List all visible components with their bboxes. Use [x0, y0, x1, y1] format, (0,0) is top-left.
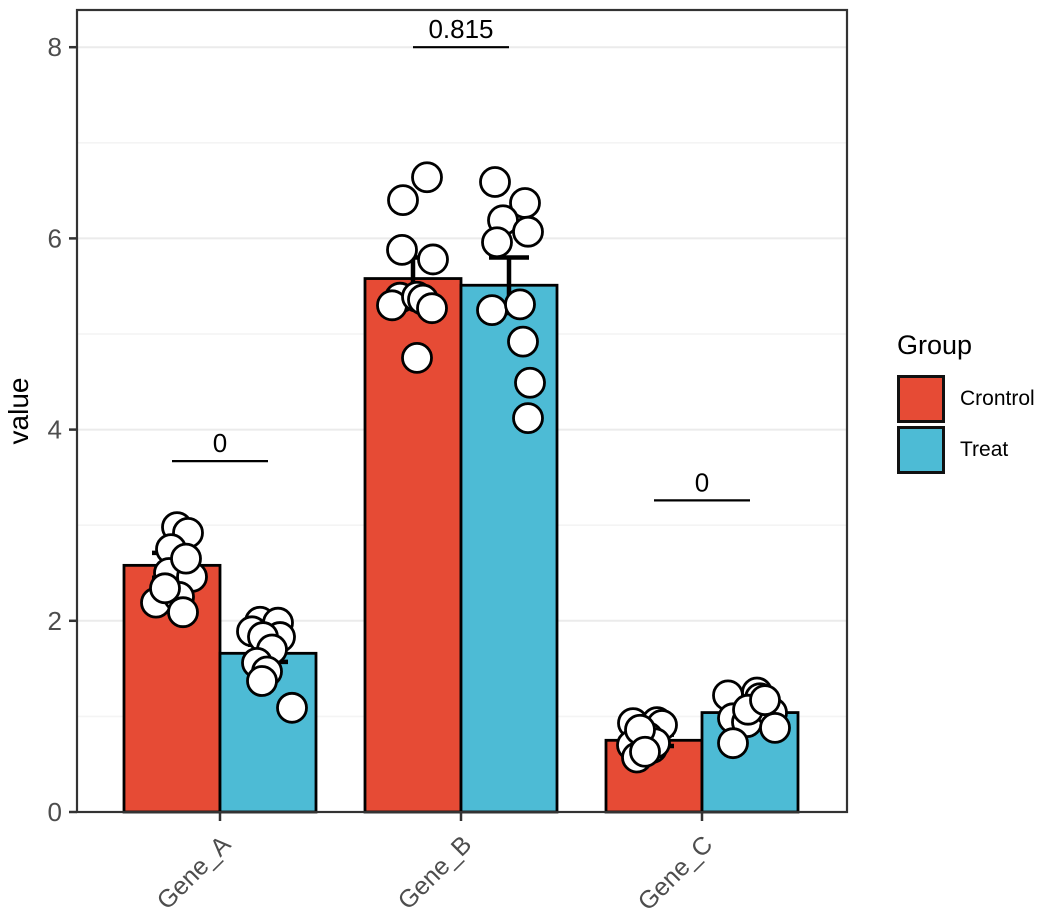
data-point [170, 542, 202, 575]
legend-swatch-crontrol-icon [897, 375, 945, 423]
data-point [417, 243, 449, 276]
y-tick-label-4: 4 [48, 415, 62, 445]
data-point [276, 691, 308, 724]
legend-label-treat: Treat [960, 438, 1009, 461]
legend-title: Group [897, 330, 973, 360]
x-tick-label-Gene_A: Gene_A [152, 830, 237, 915]
legend-swatch-treat-icon [897, 426, 945, 474]
panel-border [75, 8, 849, 814]
data-point [759, 711, 791, 744]
y-tick-label-2: 2 [48, 606, 62, 636]
data-point [149, 572, 181, 605]
data-point [401, 341, 433, 374]
data-point [749, 684, 781, 717]
legend-item-crontrol: Crontrol [897, 375, 1035, 423]
y-tick-label-6: 6 [48, 223, 62, 253]
data-point [504, 288, 536, 321]
data-point [717, 727, 749, 760]
data-point [167, 596, 199, 629]
significance-label-Gene_B: 0.815 [428, 14, 493, 44]
legend-item-treat: Treat [897, 426, 1035, 474]
data-point [481, 226, 513, 259]
x-tick-label-Gene_C: Gene_C [633, 830, 719, 916]
y-tick-label-8: 8 [48, 32, 62, 62]
significance-label-Gene_A: 0 [213, 428, 227, 458]
data-point [411, 161, 443, 194]
data-point [416, 292, 448, 325]
data-point [246, 665, 278, 697]
data-point [514, 366, 546, 399]
data-point [512, 215, 544, 248]
data-point [386, 233, 418, 266]
x-tick-label-Gene_B: Gene_B [393, 830, 478, 915]
data-point [476, 294, 508, 327]
data-point [512, 402, 544, 435]
data-point [507, 325, 539, 358]
data-point [387, 184, 419, 217]
y-axis-title: value [3, 378, 34, 445]
y-tick-label-0: 0 [48, 797, 62, 827]
bar-Treat-Gene_B [459, 283, 559, 814]
legend: Group Crontrol Treat [880, 330, 1035, 477]
legend-label-crontrol: Crontrol [960, 387, 1035, 410]
significance-label-Gene_C: 0 [695, 467, 709, 497]
data-point [629, 735, 661, 768]
data-point [479, 166, 511, 198]
